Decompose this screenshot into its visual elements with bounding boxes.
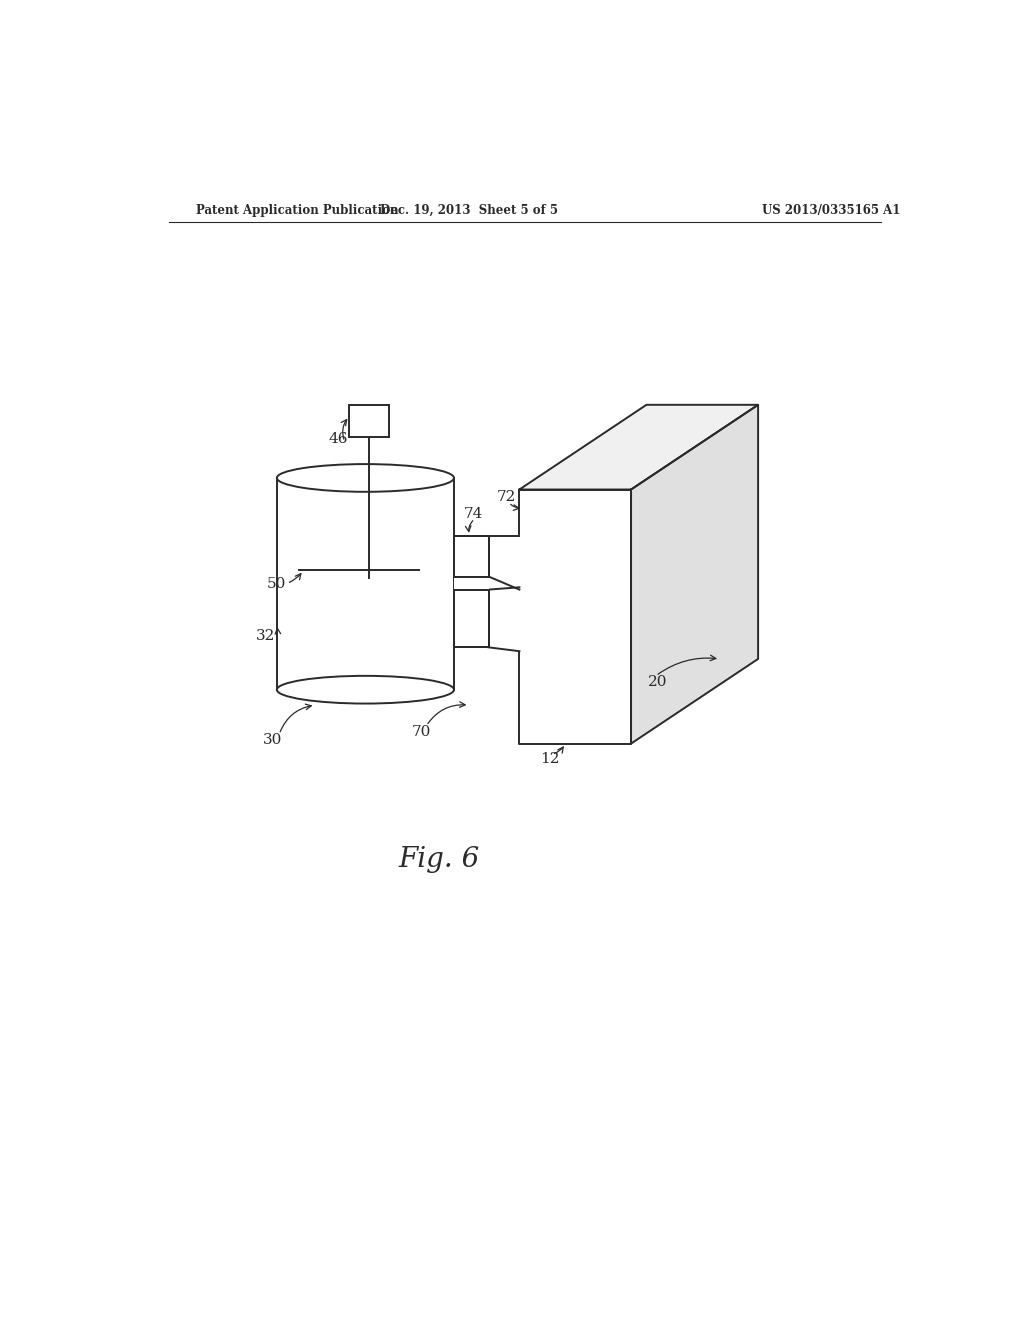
Polygon shape: [276, 478, 454, 689]
Text: 20: 20: [648, 675, 668, 689]
Bar: [454, 590, 488, 647]
Ellipse shape: [276, 465, 454, 492]
Text: 32: 32: [256, 628, 275, 643]
Text: 74: 74: [464, 507, 483, 521]
Bar: [454, 577, 488, 590]
Text: Fig. 6: Fig. 6: [398, 846, 479, 873]
Bar: [454, 536, 488, 577]
Polygon shape: [631, 405, 758, 743]
Ellipse shape: [276, 676, 454, 704]
Text: Patent Application Publication: Patent Application Publication: [196, 205, 398, 218]
Polygon shape: [488, 587, 519, 651]
Text: 12: 12: [541, 752, 560, 766]
Polygon shape: [488, 536, 519, 590]
Bar: [454, 590, 488, 647]
Text: 50: 50: [267, 577, 287, 591]
Text: US 2013/0335165 A1: US 2013/0335165 A1: [762, 205, 900, 218]
Text: Dec. 19, 2013  Sheet 5 of 5: Dec. 19, 2013 Sheet 5 of 5: [380, 205, 558, 218]
Text: 46: 46: [329, 433, 348, 446]
Text: 70: 70: [412, 725, 431, 739]
Text: 72: 72: [497, 490, 516, 504]
Bar: [454, 536, 488, 577]
Text: 30: 30: [263, 733, 283, 747]
Polygon shape: [519, 490, 631, 743]
Bar: [349, 405, 389, 437]
Polygon shape: [519, 405, 758, 490]
